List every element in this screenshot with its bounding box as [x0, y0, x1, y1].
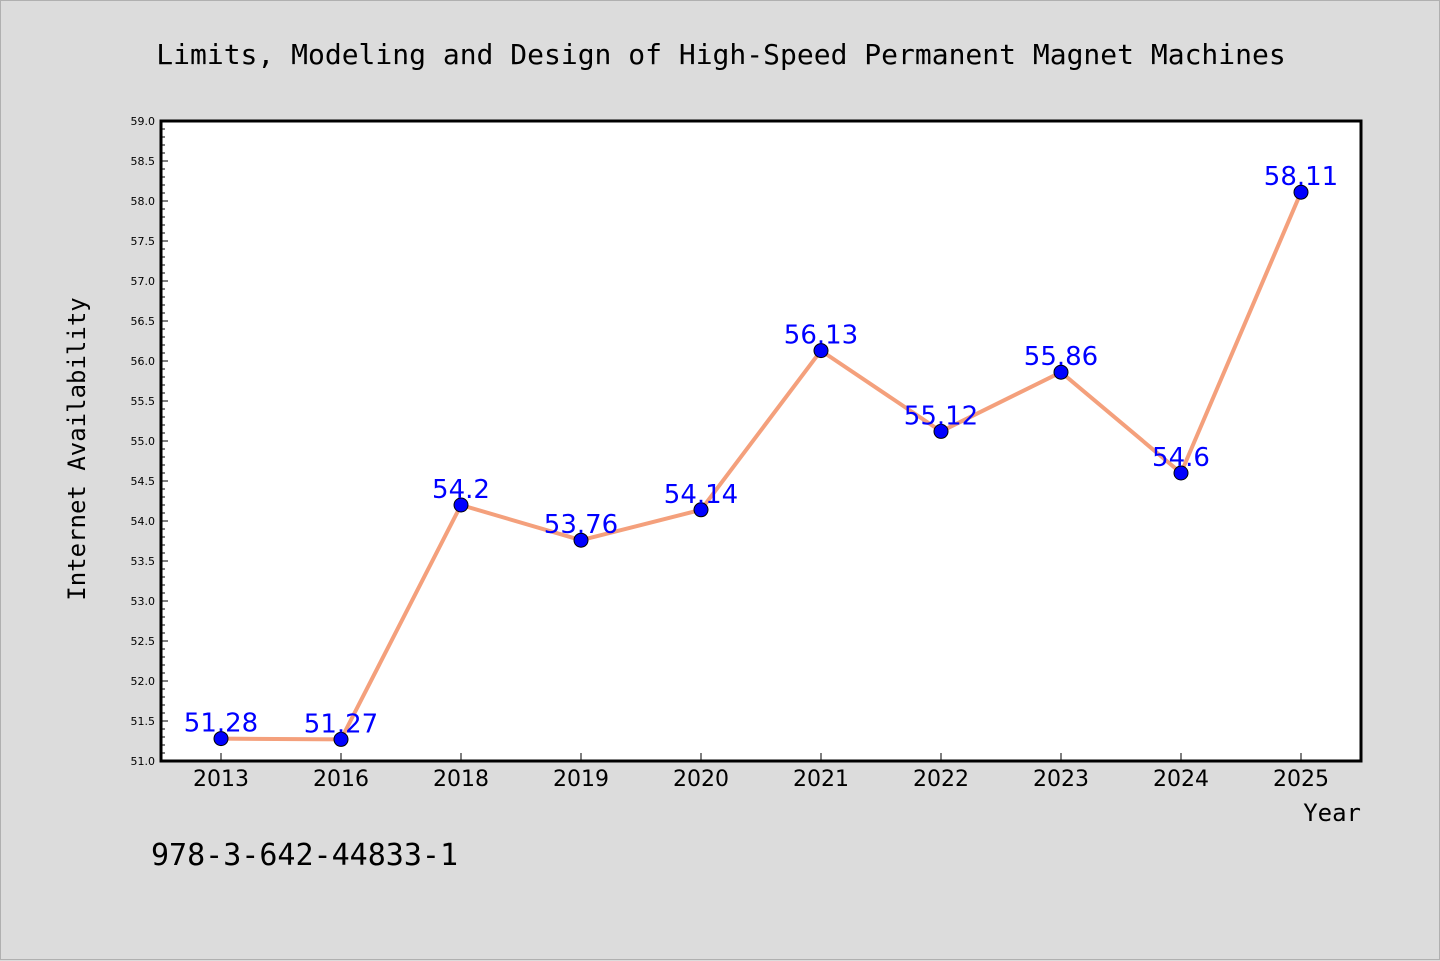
data-point [1293, 184, 1309, 200]
x-axis: 2013 2016 2018 2019 2020 2021 2022 2023 2024 2025 [193, 753, 1329, 792]
data-point [1053, 364, 1069, 380]
y-tick-label: 57.0 [131, 275, 156, 288]
data-label: 51.28 [184, 709, 258, 739]
series-line [220, 191, 1303, 742]
y-tick-label: 51.0 [131, 755, 156, 768]
y-tick-label: 54.5 [131, 475, 156, 488]
data-point [933, 423, 949, 439]
y-tick-label: 56.0 [131, 355, 156, 368]
data-label: 54.14 [664, 480, 738, 510]
x-axis-label: Year [1303, 799, 1361, 827]
data-point [1173, 465, 1189, 481]
data-point [573, 532, 589, 548]
chart-title: Limits, Modeling and Design of High-Spee… [156, 38, 1285, 71]
x-tick-label: 2016 [313, 767, 369, 792]
y-tick-label: 58.5 [131, 155, 156, 168]
data-point [813, 343, 829, 359]
data-label: 54.6 [1152, 443, 1210, 473]
y-tick-label: 55.0 [131, 435, 156, 448]
data-point [693, 502, 709, 518]
y-tick-label: 52.5 [131, 635, 156, 648]
y-tick-label: 53.5 [131, 555, 156, 568]
y-tick-label: 54.0 [131, 515, 156, 528]
x-tick-label: 2020 [673, 767, 729, 792]
y-tick-label: 52.0 [131, 675, 156, 688]
data-point [213, 731, 229, 747]
y-tick-label: 51.5 [131, 715, 156, 728]
y-axis: 51.0 51.5 52.0 52.5 53.0 53.5 54.0 54.5 55.0 55.5… [131, 115, 168, 768]
y-tick-label: 57.5 [131, 235, 156, 248]
data-label: 53.76 [544, 510, 618, 540]
x-tick-label: 2013 [193, 767, 249, 792]
data-label: 54.2 [432, 475, 490, 505]
y-tick-label: 58.0 [131, 195, 156, 208]
series-markers [213, 184, 1309, 747]
y-tick-label: 56.5 [131, 315, 156, 328]
x-tick-label: 2019 [553, 767, 609, 792]
x-tick-label: 2025 [1273, 767, 1329, 792]
y-axis-label: Internet Availability [63, 297, 91, 600]
plot-area [159, 119, 1363, 763]
x-tick-label: 2023 [1033, 767, 1089, 792]
isbn-text: 978-3-642-44833-1 [151, 838, 458, 873]
data-point [453, 497, 469, 513]
x-tick-label: 2022 [913, 767, 969, 792]
data-label: 51.27 [304, 709, 378, 739]
data-label: 55.12 [904, 401, 978, 431]
x-tick-label: 2024 [1153, 767, 1209, 792]
y-tick-label: 53.0 [131, 595, 156, 608]
y-tick-label: 55.5 [131, 395, 156, 408]
y-tick-label: 59.0 [131, 115, 156, 128]
data-point [333, 731, 349, 747]
x-tick-label: 2018 [433, 767, 489, 792]
x-tick-label: 2021 [793, 767, 849, 792]
data-label: 58.11 [1264, 162, 1338, 192]
data-labels: 51.28 51.27 54.2 53.76 54.14 56.13 55.12 55.86 5… [184, 162, 1338, 739]
data-label: 55.86 [1024, 342, 1098, 372]
data-label: 56.13 [784, 321, 858, 351]
